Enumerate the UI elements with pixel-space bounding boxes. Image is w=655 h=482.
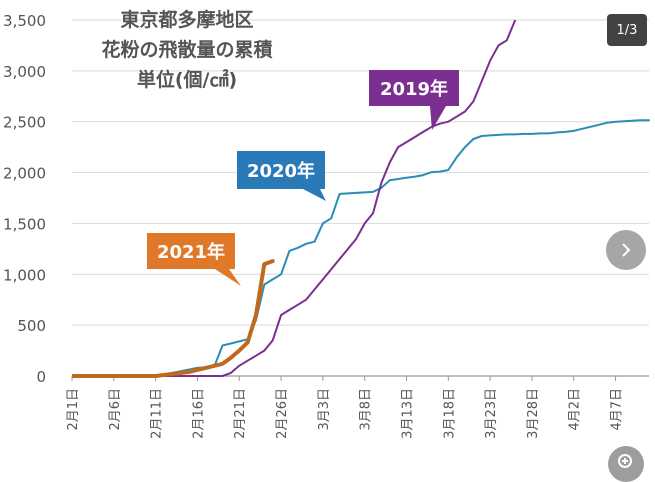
x-tick-label: 2月16日 (191, 388, 206, 439)
chevron-right-icon (622, 243, 631, 257)
series-lines (72, 20, 650, 378)
callout-label-2019: 2019年 (380, 78, 448, 100)
zoom-in-icon (618, 454, 632, 468)
y-tick-label: 3,000 (3, 63, 46, 81)
series-line-2021 (72, 259, 275, 378)
title-line-1: 東京都多摩地区 (120, 8, 253, 31)
next-slide-button[interactable] (606, 230, 646, 270)
x-tick-label: 2月6日 (108, 388, 123, 431)
y-tick-label: 0 (36, 368, 46, 386)
zoom-button[interactable] (608, 446, 644, 482)
y-axis-ticks: 0 500 1,000 1,500 2,000 2,500 3,000 3,500 (3, 12, 46, 386)
x-tick-label: 3月28日 (526, 388, 541, 439)
callout-label-2021: 2021年 (157, 241, 225, 263)
x-tick-label: 2月21日 (233, 388, 248, 439)
y-tick-label: 2,000 (3, 165, 46, 183)
callout-label-2020: 2020年 (247, 160, 315, 182)
x-tick-label: 2月1日 (66, 388, 81, 431)
callout-pointer (215, 269, 241, 286)
y-tick-label: 1,500 (3, 215, 46, 233)
callout-pointer (303, 189, 326, 201)
title-line-2: 花粉の飛散量の累積 (101, 38, 272, 61)
x-tick-label: 3月13日 (400, 388, 415, 439)
grid-lines (72, 19, 649, 377)
series-line-2019 (72, 20, 517, 377)
y-tick-label: 1,000 (3, 266, 46, 284)
x-tick-label: 3月23日 (484, 388, 499, 439)
y-tick-label: 3,500 (3, 12, 46, 30)
x-axis-ticks: 2月1日 2月6日 2月11日 2月16日 2月21日 2月26日 3月3日 3月8日 3月13… (66, 376, 625, 439)
callout-box (369, 70, 459, 106)
x-tick-label: 3月8日 (359, 388, 374, 431)
callout-pointer (430, 106, 446, 130)
y-tick-label: 2,500 (3, 114, 46, 132)
title-line-3: 単位(個/㎠) (137, 68, 237, 91)
callout-box (147, 233, 235, 269)
x-tick-label: 4月7日 (610, 388, 625, 431)
x-tick-label: 4月2日 (568, 388, 583, 431)
slide-counter: 1/3 (607, 14, 647, 46)
x-tick-label: 2月26日 (275, 388, 290, 439)
x-tick-label: 3月3日 (317, 388, 332, 431)
callout-box (237, 151, 325, 189)
y-tick-label: 500 (17, 317, 46, 335)
x-tick-label: 2月11日 (150, 388, 165, 439)
chart-title: 東京都多摩地区 花粉の飛散量の累積 単位(個/㎠) (101, 8, 272, 91)
x-tick-label: 3月18日 (442, 388, 457, 439)
legend-callouts: 2020年 2019年 2021年 (147, 70, 459, 286)
